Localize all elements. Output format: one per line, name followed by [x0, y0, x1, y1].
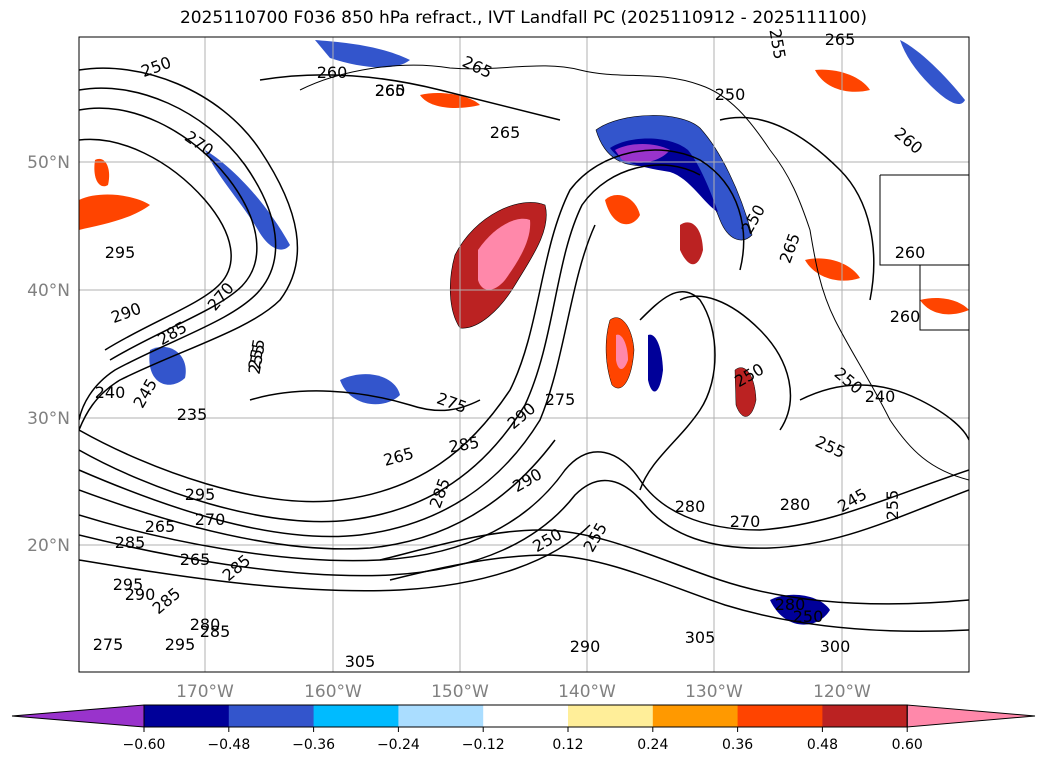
contour-label: 295	[105, 243, 136, 262]
colorbar-swatch	[144, 705, 230, 727]
contour-label: 275	[93, 635, 124, 654]
lon-label-150w: 150°W	[431, 682, 489, 702]
contour-label: 280	[780, 495, 811, 514]
colorbar-tick-label: 0.60	[892, 737, 923, 753]
contour-label: 305	[345, 652, 376, 671]
contour-label: 265	[145, 517, 176, 536]
lon-axis: 170°W 160°W 150°W 140°W 130°W 120°W	[176, 682, 871, 702]
contour-label: 260	[895, 243, 926, 262]
contour-label: 255	[883, 490, 902, 521]
contour-label: 250	[793, 607, 824, 626]
colorbar-tick-label: −0.12	[462, 737, 505, 753]
colorbar-swatch	[313, 705, 399, 727]
shaded-fields	[79, 40, 969, 625]
lat-label-40: 40°N	[27, 281, 70, 301]
contour-label: 260	[375, 81, 406, 100]
contour-label: 260	[317, 63, 348, 82]
lat-label-20: 20°N	[27, 536, 70, 556]
contour-label: 280	[190, 615, 221, 634]
colorbar-tick-label: 0.12	[552, 737, 583, 753]
lon-label-130w: 130°W	[685, 682, 743, 702]
lat-label-50: 50°N	[27, 153, 70, 173]
contour-label: 260	[890, 307, 921, 326]
lon-label-170w: 170°W	[176, 682, 234, 702]
colorbar-swatch	[652, 705, 739, 727]
contour-label: 285	[115, 533, 146, 552]
colorbar-tick-label: 0.36	[722, 737, 753, 753]
lon-label-160w: 160°W	[304, 682, 362, 702]
colorbar-tick-label: 0.24	[637, 737, 668, 753]
colorbar-tick-label: −0.48	[207, 737, 250, 753]
contour-label: 270	[730, 512, 761, 531]
colorbar-tick-label: −0.60	[123, 737, 166, 753]
contour-label: 295	[165, 635, 196, 654]
contour-label: 265	[180, 550, 211, 569]
contour-label: 285	[200, 622, 231, 641]
contour-label: 280	[675, 497, 706, 516]
contour-label: 280	[775, 595, 806, 614]
contour-label: 235	[177, 405, 208, 424]
map-frame	[78, 36, 970, 673]
colorbar-tick-label: −0.36	[292, 737, 335, 753]
contour-label: 250	[715, 85, 746, 104]
contour-label: 240	[865, 387, 896, 406]
contour-label: 275	[545, 390, 576, 409]
contour-label: 290	[570, 637, 601, 656]
colorbar-swatch	[737, 705, 823, 727]
colorbar-extend-high	[906, 704, 1036, 728]
colorbar-swatch	[483, 705, 569, 727]
contour-label: 265	[825, 30, 856, 49]
contour-label: 295	[185, 485, 216, 504]
colorbar-swatch	[568, 705, 654, 727]
lon-label-140w: 140°W	[558, 682, 616, 702]
lon-label-120w: 120°W	[813, 682, 871, 702]
contour-label: 290	[125, 585, 156, 604]
contour-lines	[79, 67, 969, 633]
contour-label: 265	[490, 123, 521, 142]
map-title: 2025110700 F036 850 hPa refract., IVT La…	[179, 8, 867, 28]
contour-label: 265	[375, 81, 406, 100]
contour-label: 300	[820, 637, 851, 656]
colorbar-swatch	[822, 705, 908, 727]
contour-label: 305	[685, 628, 716, 647]
colorbar-extend-low	[11, 704, 145, 728]
lat-label-30: 30°N	[27, 409, 70, 429]
colorbar-swatch	[228, 705, 315, 727]
colorbar-tick-label: −0.24	[377, 737, 420, 753]
colorbar-swatch	[398, 705, 484, 727]
lat-axis: 50°N 40°N 30°N 20°N	[27, 153, 70, 556]
grid-lines	[79, 37, 969, 672]
contour-label: 270	[195, 510, 226, 529]
contour-label: 240	[95, 383, 126, 402]
colorbar: −0.60 −0.48 −0.36 −0.24 −0.12 0.12 0.24 0.36 0.4…	[11, 704, 1036, 753]
colorbar-frame	[143, 704, 908, 728]
coastlines	[299, 64, 969, 481]
contour-label: 295	[113, 575, 144, 594]
colorbar-tick-label: 0.48	[807, 737, 838, 753]
